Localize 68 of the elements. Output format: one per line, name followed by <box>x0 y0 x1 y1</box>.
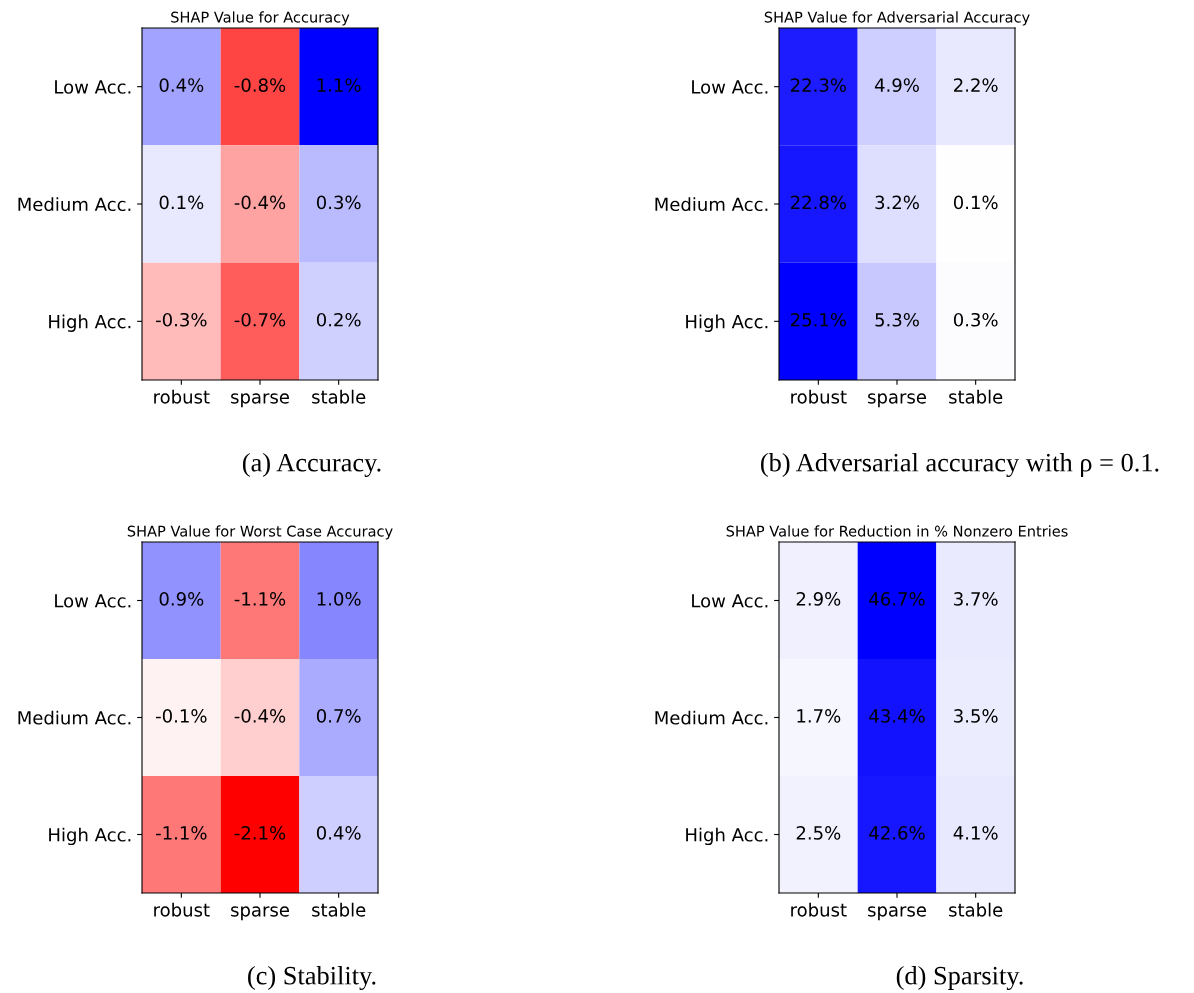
y-tick-label: Low Acc. <box>55 80 131 94</box>
x-tick-label: robust <box>154 902 210 917</box>
data-label: 0.1% <box>159 195 204 210</box>
y-tick-label: Medium Acc. <box>655 710 768 725</box>
data-label: 25.1% <box>790 312 847 327</box>
text: (d) Sparsity. <box>896 966 1023 990</box>
data-label: 0.4% <box>316 826 361 840</box>
y-tick-label: Medium Acc. <box>18 197 131 212</box>
data-label: 3.7% <box>954 592 998 606</box>
y-tick-label: High Acc. <box>49 827 131 846</box>
data-label: -0.7% <box>234 312 286 327</box>
x-tick-label: stable <box>312 902 366 917</box>
data-label: 4.1% <box>953 826 998 840</box>
data-label: 3.5% <box>954 709 998 723</box>
x-tick-label: sparse <box>868 906 926 921</box>
y-tick-label: High Acc. <box>49 314 131 332</box>
data-label: 0.3% <box>316 195 361 210</box>
data-label: 2.5% <box>796 826 841 840</box>
y-tick-label: High Acc. <box>686 314 768 332</box>
data-label: 0.4% <box>159 78 204 92</box>
y-tick-label: Medium Acc. <box>655 197 768 212</box>
data-label: -0.4% <box>234 709 286 723</box>
data-label: 4.9% <box>874 78 919 92</box>
data-label: 2.9% <box>796 592 841 606</box>
data-label: 22.3% <box>790 78 847 92</box>
data-label: -1.1% <box>156 826 207 840</box>
x-tick-label: sparse <box>868 393 926 408</box>
data-label: 0.2% <box>316 312 361 327</box>
data-label: 3.2% <box>875 195 919 210</box>
data-label: -1.1% <box>234 592 286 606</box>
y-tick-label: High Acc. <box>686 827 768 846</box>
text: (b) Adversarial accuracy with ρ = 0.1. <box>761 453 1159 477</box>
data-label: 1.7% <box>797 709 841 723</box>
data-label: 0.1% <box>953 195 998 210</box>
data-label: 22.8% <box>790 195 847 210</box>
x-tick-label: robust <box>154 389 210 404</box>
data-label: -0.8% <box>234 78 286 92</box>
chart-title: SHAP Value for Worst Case Accuracy <box>127 525 393 540</box>
data-label: 0.9% <box>159 592 204 606</box>
x-tick-label: sparse <box>231 906 289 921</box>
x-tick-label: stable <box>312 389 366 404</box>
x-tick-label: sparse <box>231 393 289 408</box>
data-label: 1.0% <box>317 592 361 606</box>
x-tick-label: robust <box>791 902 847 917</box>
data-label: 5.3% <box>875 312 919 327</box>
data-label: 42.6% <box>869 826 925 840</box>
chart-title: SHAP Value for Reduction in % Nonzero Entries <box>726 525 1068 537</box>
chart-title: SHAP Value for Adversarial Accuracy <box>764 11 1030 26</box>
data-label: 0.7% <box>316 709 361 723</box>
data-label: -0.1% <box>156 709 207 723</box>
y-tick-label: Low Acc. <box>692 594 768 608</box>
x-tick-label: robust <box>791 389 847 404</box>
data-label: 43.4% <box>869 709 925 723</box>
y-tick-label: Low Acc. <box>55 594 131 608</box>
y-tick-label: Low Acc. <box>692 80 768 94</box>
x-tick-label: stable <box>949 902 1003 917</box>
text: (a) Accuracy. <box>242 453 381 477</box>
data-label: -0.4% <box>234 195 286 210</box>
data-label: 0.3% <box>953 312 998 327</box>
data-label: 46.7% <box>869 592 925 606</box>
x-tick-label: stable <box>949 389 1003 404</box>
data-label: 1.1% <box>317 78 361 92</box>
chart-title: SHAP Value for Accuracy <box>171 11 350 26</box>
data-label: -2.1% <box>234 826 286 840</box>
y-tick-label: Medium Acc. <box>18 710 131 725</box>
data-label: 2.2% <box>954 78 998 92</box>
data-label: -0.3% <box>156 312 207 327</box>
text: (c) Stability. <box>248 966 376 990</box>
